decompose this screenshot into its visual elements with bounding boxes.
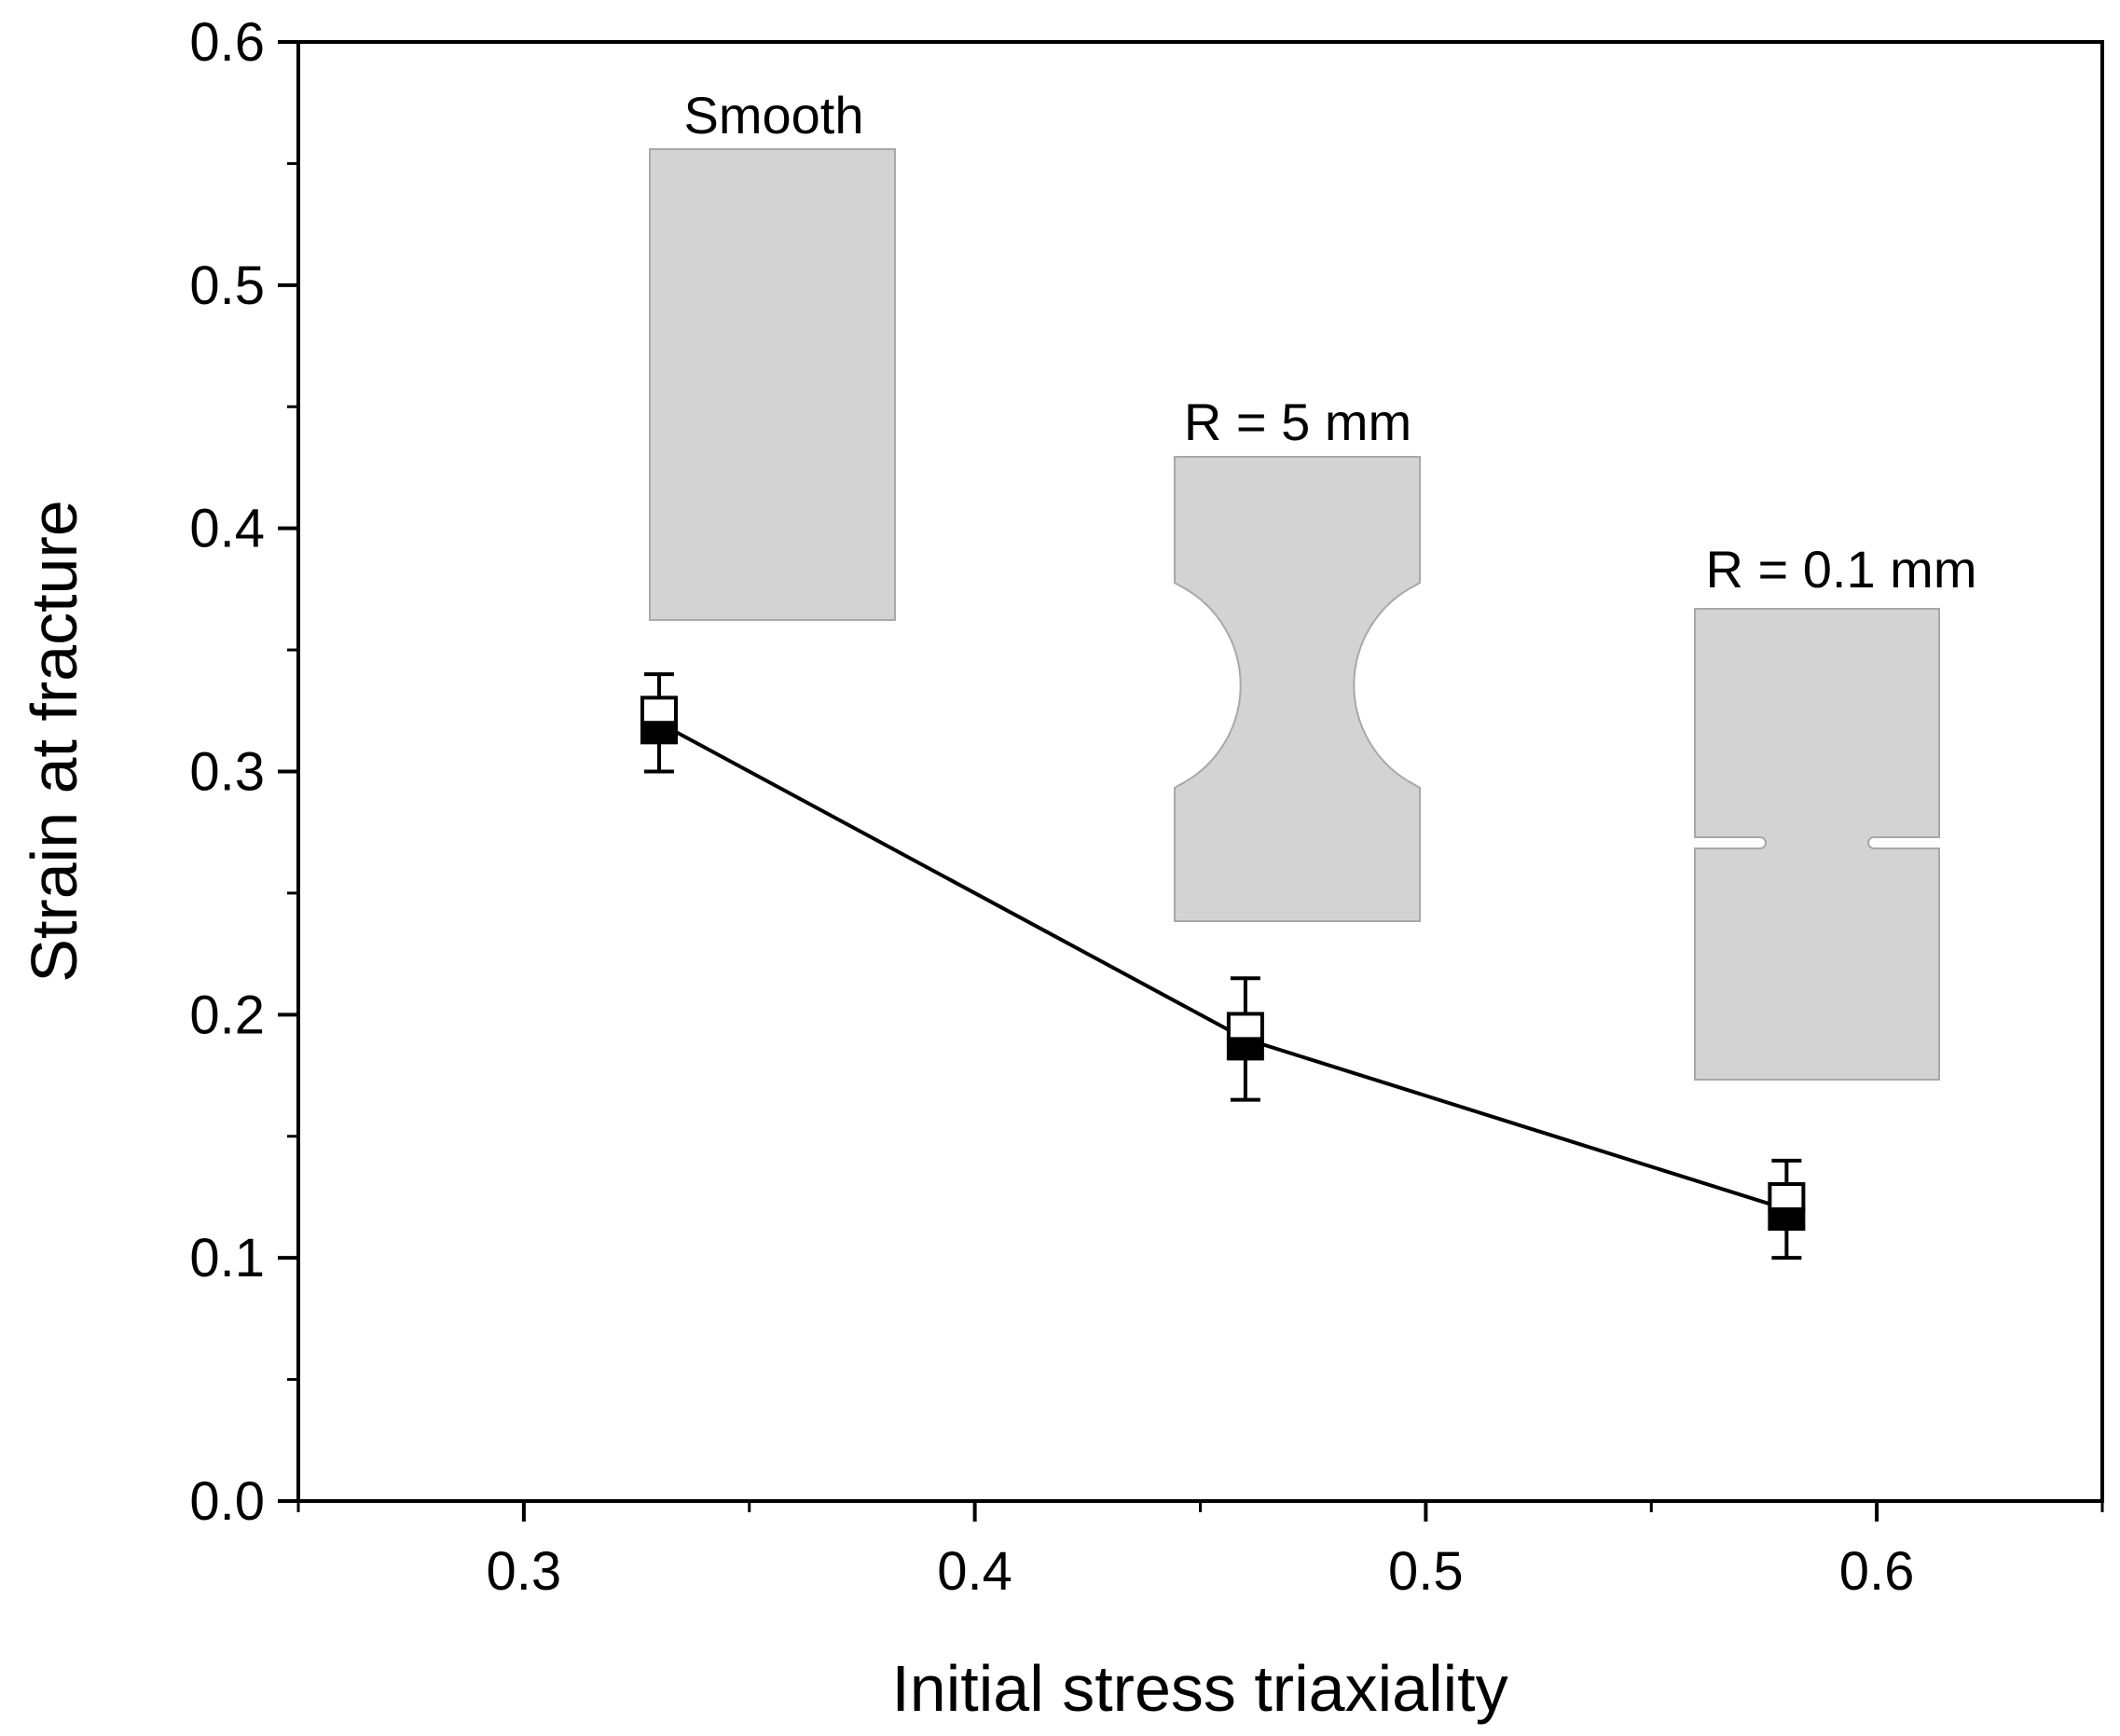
y-tick-label: 0.0: [189, 1471, 265, 1532]
specimen-notch-0-1mm: [1694, 608, 1940, 1081]
data-point-upper: [1768, 1182, 1806, 1211]
x-tick-labels: 0.3 0.4 0.5 0.6: [487, 1541, 1915, 1602]
data-point: [1226, 1037, 1264, 1061]
series-points: [640, 672, 1806, 1261]
y-tick-label: 0.2: [189, 985, 265, 1045]
x-tick-label: 0.6: [1839, 1541, 1915, 1602]
x-axis: [296, 1501, 2104, 1522]
specimen-smooth: [649, 148, 896, 621]
annotation-r01mm: R = 0.1 mm: [1706, 540, 1977, 599]
specimen-notch-5mm: [1174, 456, 1421, 922]
y-tick-label: 0.3: [189, 742, 265, 803]
y-axis: [278, 40, 298, 1503]
y-tick-label: 0.4: [189, 499, 265, 559]
y-tick-label: 0.1: [189, 1228, 265, 1288]
data-point-upper: [1226, 1012, 1264, 1041]
x-tick-label: 0.5: [1388, 1541, 1464, 1602]
annotation-r5mm: R = 5 mm: [1184, 393, 1411, 451]
x-axis-title: Initial stress triaxiality: [891, 1652, 1507, 1725]
x-tick-label: 0.3: [487, 1541, 562, 1602]
data-point: [1768, 1207, 1806, 1231]
x-tick-label: 0.4: [937, 1541, 1012, 1602]
data-point: [640, 721, 678, 745]
annotation-smooth: Smooth: [684, 86, 864, 145]
y-tick-label: 0.6: [189, 12, 265, 73]
y-tick-labels: 0.0 0.1 0.2 0.3 0.4 0.5 0.6: [189, 12, 265, 1532]
data-point-upper: [640, 696, 678, 725]
y-axis-title: Strain at fracture: [18, 500, 90, 982]
y-tick-label: 0.5: [189, 255, 265, 316]
